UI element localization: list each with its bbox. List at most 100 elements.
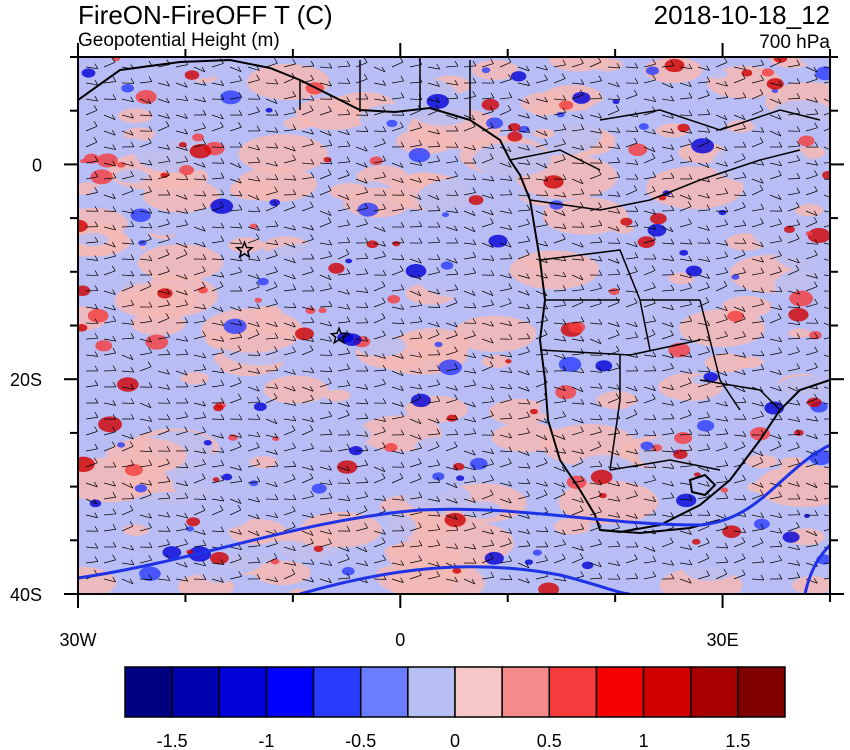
wind-barb-flag	[292, 302, 297, 308]
wind-barb-flag	[471, 578, 476, 585]
wind-barb-flag	[579, 505, 584, 511]
shading-patch	[486, 117, 504, 129]
wind-barb	[625, 271, 638, 276]
shading-patch	[295, 96, 372, 130]
wind-barb-flag	[670, 304, 674, 310]
wind-barb	[571, 162, 585, 164]
wind-barb	[499, 514, 512, 519]
wind-barb	[301, 239, 314, 244]
wind-barb-flag	[688, 335, 693, 342]
wind-barb	[661, 114, 674, 119]
wind-barb-flag	[652, 315, 657, 322]
wind-barb-flag	[651, 393, 656, 400]
shading-patch	[795, 204, 824, 217]
wind-barb-flag	[508, 297, 512, 304]
wind-barb-flag	[148, 186, 152, 192]
wind-barb	[139, 98, 152, 105]
wind-barb	[103, 162, 116, 167]
wind-barb	[337, 368, 350, 372]
wind-barb-flag	[400, 385, 404, 391]
wind-barb	[427, 130, 440, 135]
wind-barb-flag	[238, 571, 243, 577]
wind-barb-flag	[580, 417, 584, 424]
wind-barb-flag	[723, 370, 728, 376]
wind-barb-flag	[436, 561, 440, 567]
wind-barb	[103, 61, 116, 68]
wind-barb	[175, 254, 188, 260]
wind-barb-flag	[526, 528, 530, 535]
wind-barb-flag	[381, 280, 386, 287]
wind-barb-flag	[364, 317, 369, 323]
wind-barb	[643, 434, 656, 437]
wind-barb-flag	[508, 175, 513, 181]
wind-barb-flag	[328, 492, 333, 498]
wind-barb-flag	[688, 138, 692, 145]
wind-barb-flag	[400, 401, 404, 407]
wind-barb-flag	[382, 442, 386, 448]
wind-barb-flag	[562, 365, 567, 371]
wind-barb	[301, 322, 315, 324]
wind-barb-flag	[166, 539, 171, 545]
shading-patch	[685, 265, 703, 277]
wind-barb	[85, 109, 98, 116]
wind-barb	[679, 130, 692, 134]
wind-barb	[553, 434, 566, 440]
shading-patch	[625, 399, 686, 427]
wind-barb-flag	[778, 385, 782, 392]
wind-barb	[607, 482, 620, 487]
shading-patch	[788, 328, 811, 339]
wind-barb	[607, 146, 620, 149]
wind-barb	[733, 306, 746, 312]
wind-barb-flag	[165, 313, 170, 319]
shading-patch	[792, 576, 830, 594]
wind-barb-flag	[778, 399, 783, 406]
wind-barb	[193, 463, 206, 468]
wind-barb-flag	[796, 572, 801, 578]
wind-barb-flag	[670, 60, 675, 66]
wind-barb-flag	[706, 273, 710, 279]
wind-barb-flag	[292, 145, 296, 152]
wind-barb	[85, 125, 98, 132]
wind-barb	[607, 367, 620, 372]
shading-patch	[318, 307, 327, 314]
wind-barb-flag	[165, 425, 170, 431]
wind-barb	[85, 337, 99, 340]
wind-barb-flag	[202, 174, 207, 181]
shading-patch	[798, 135, 815, 147]
wind-barb	[445, 160, 458, 164]
wind-barb	[301, 578, 314, 583]
wind-barb-flag	[724, 442, 728, 448]
wind-barb-flag	[706, 320, 711, 326]
wind-barb-flag	[454, 268, 459, 275]
wind-barb-flag	[328, 321, 332, 327]
wind-barb-flag	[634, 252, 639, 258]
shading-patch	[121, 83, 134, 93]
wind-barb	[697, 482, 710, 487]
wind-barb	[769, 223, 782, 228]
wind-barb-flag	[688, 559, 693, 565]
wind-barb	[481, 401, 494, 404]
wind-barb	[409, 110, 422, 116]
wind-barb	[697, 448, 710, 452]
shading-patch	[638, 123, 649, 130]
wind-barb-flag	[220, 367, 225, 374]
wind-barb	[589, 418, 602, 421]
wind-barb-flag	[562, 107, 567, 113]
wind-barb-flag	[490, 528, 494, 535]
wind-barb-flag	[759, 88, 764, 95]
wind-barb-flag	[381, 473, 386, 479]
wind-barb-flag	[166, 349, 171, 355]
wind-barb-flag	[562, 124, 567, 130]
wind-barb	[265, 578, 278, 583]
wind-barb-flag	[346, 380, 351, 386]
wind-barb-flag	[778, 347, 783, 353]
wind-barb	[625, 400, 638, 404]
wind-barb	[751, 542, 764, 548]
wind-barb	[697, 226, 710, 231]
wind-barb-flag	[813, 530, 818, 537]
wind-barb-flag	[579, 553, 584, 559]
wind-barb	[409, 545, 422, 548]
wind-barb	[157, 336, 170, 340]
wind-barb-flag	[615, 226, 620, 232]
